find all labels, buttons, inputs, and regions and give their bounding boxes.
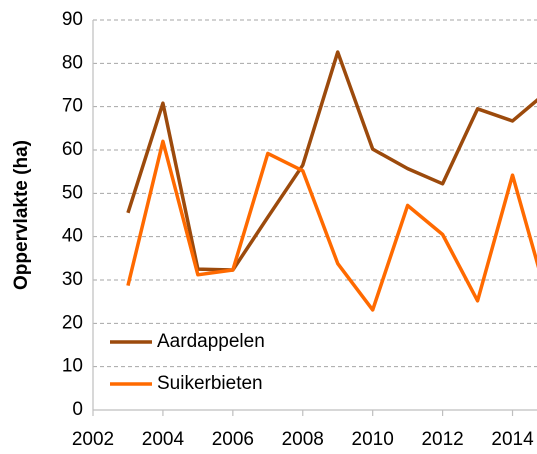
y-tick-label: 90 <box>62 9 83 30</box>
y-tick-label: 10 <box>62 356 83 377</box>
legend-label: Aardappelen <box>157 331 265 352</box>
y-tick-label: 80 <box>62 52 83 73</box>
y-tick-label: 20 <box>62 312 83 333</box>
line <box>126 139 537 312</box>
legend-label: Suikerbieten <box>157 373 263 394</box>
x-tick-label: 2008 <box>282 429 324 450</box>
x-tick-label: 2012 <box>421 429 463 450</box>
series-group <box>126 139 537 312</box>
y-tick-label: 0 <box>72 399 83 420</box>
x-tick-label: 2010 <box>352 429 394 450</box>
y-tick-label: 60 <box>62 139 83 160</box>
y-tick-label: 30 <box>62 269 83 290</box>
x-tick-label: 2004 <box>142 429 185 450</box>
y-tick-label: 70 <box>62 96 83 117</box>
y-tick-label: 40 <box>62 226 83 247</box>
y-tick-label: 50 <box>62 182 83 203</box>
x-tick-label: 2014 <box>491 429 534 450</box>
x-tick-label: 2002 <box>72 429 114 450</box>
y-axis-label: Oppervlakte (ha) <box>11 140 32 290</box>
x-tick-label: 2006 <box>212 429 254 450</box>
